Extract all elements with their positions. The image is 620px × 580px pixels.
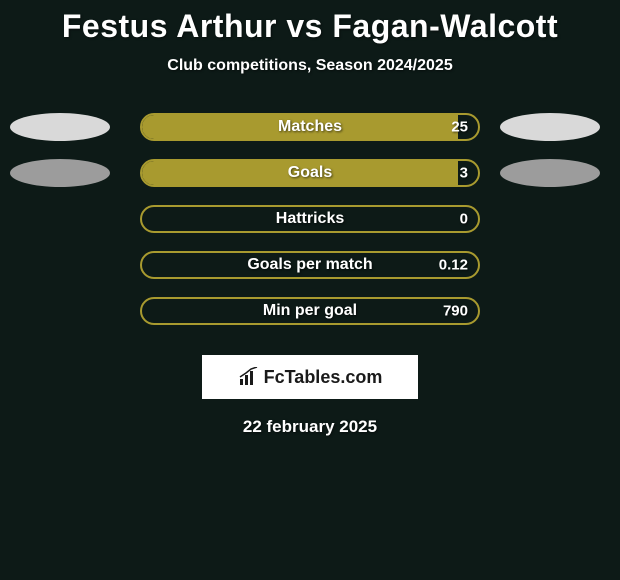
stat-row: Min per goal 790 <box>0 297 620 325</box>
stat-bar: Goals per match 0.12 <box>140 251 480 279</box>
stat-label: Goals <box>288 164 332 182</box>
date-text: 22 february 2025 <box>0 417 620 437</box>
stat-value: 790 <box>443 303 468 320</box>
stat-row: Matches 25 <box>0 113 620 141</box>
stat-label: Hattricks <box>276 210 344 228</box>
left-marker <box>10 159 110 187</box>
stat-bar: Hattricks 0 <box>140 205 480 233</box>
logo-text: FcTables.com <box>264 367 383 388</box>
stat-bars: Matches 25 Goals 3 Hattricks 0 Goals per match… <box>0 113 620 325</box>
stat-label: Goals per match <box>247 256 372 274</box>
right-marker <box>500 113 600 141</box>
stat-value: 3 <box>460 165 468 182</box>
logo-box[interactable]: FcTables.com <box>202 355 418 399</box>
chart-icon <box>238 367 260 387</box>
stat-bar: Min per goal 790 <box>140 297 480 325</box>
stat-value: 25 <box>451 119 468 136</box>
stat-bar: Matches 25 <box>140 113 480 141</box>
stat-row: Goals 3 <box>0 159 620 187</box>
stat-value: 0.12 <box>439 257 468 274</box>
page-title: Festus Arthur vs Fagan-Walcott <box>0 8 620 45</box>
stat-row: Goals per match 0.12 <box>0 251 620 279</box>
subtitle: Club competitions, Season 2024/2025 <box>0 57 620 75</box>
stat-label: Min per goal <box>263 302 357 320</box>
right-marker <box>500 159 600 187</box>
comparison-card: Festus Arthur vs Fagan-Walcott Club comp… <box>0 0 620 437</box>
stat-value: 0 <box>460 211 468 228</box>
stat-label: Matches <box>278 118 342 136</box>
stat-row: Hattricks 0 <box>0 205 620 233</box>
left-marker <box>10 113 110 141</box>
stat-bar: Goals 3 <box>140 159 480 187</box>
